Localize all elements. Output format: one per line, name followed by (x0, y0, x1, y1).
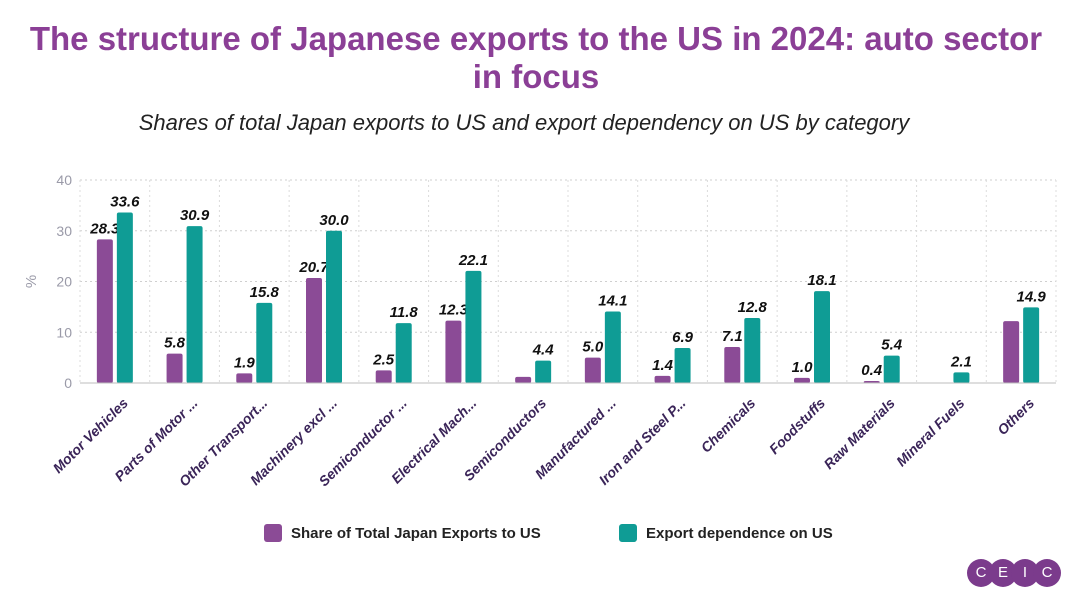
bar-share (445, 320, 462, 383)
chart-title-line-1: The structure of Japanese exports to the… (29, 20, 1043, 57)
bar-dependence (186, 226, 203, 383)
bar-dependence (814, 291, 830, 383)
y-tick-label: 30 (56, 223, 72, 239)
bar-share (306, 277, 322, 383)
data-label-dependence: 33.6 (110, 193, 140, 210)
y-axis-label: % (23, 275, 40, 288)
y-tick-label: 40 (56, 172, 72, 188)
bar-dependence (674, 347, 691, 383)
data-label-dependence: 12.8 (738, 299, 768, 316)
bar-dependence (604, 311, 621, 383)
bar-share (166, 353, 183, 383)
bar-dependence (326, 230, 342, 383)
bar-dependence (465, 270, 482, 383)
chart-legend: Share of Total Japan Exports to US Expor… (0, 524, 1072, 548)
data-label-dependence: 30.0 (319, 212, 349, 229)
bar-dependence (1023, 307, 1040, 383)
bar-share (654, 375, 671, 383)
bar-share (724, 346, 741, 383)
data-label-share: 0.4 (861, 362, 883, 379)
data-label-share: 2.5 (372, 351, 395, 368)
bar-chart: 0 10 20 30 40% 28.3 5.8 1.9 20.7 2.5 12.3 5.0 1.4 7.1… (23, 172, 1057, 490)
bar-dependence (535, 360, 552, 383)
bar-share (584, 357, 601, 383)
legend-item-dependence[interactable]: Export dependence on US (619, 524, 833, 542)
data-label-share: 5.8 (164, 335, 186, 352)
data-label-dependence: 18.1 (807, 272, 836, 289)
bar-share (794, 377, 810, 383)
bar-dependence (395, 323, 412, 383)
data-label-share: 1.0 (792, 359, 814, 376)
data-label-share: 1.4 (652, 357, 674, 374)
y-tick-label: 0 (64, 375, 72, 391)
y-tick-label: 20 (56, 274, 72, 290)
data-label-dependence: 11.8 (390, 304, 419, 321)
x-tick-label: Mineral Fuels (893, 395, 968, 470)
data-label-dependence: 2.1 (950, 353, 972, 370)
logo-letter: C (1033, 559, 1061, 587)
data-label-dependence: 5.4 (881, 337, 903, 354)
x-tick-label: Raw Materials (820, 395, 897, 472)
legend-label-share: Share of Total Japan Exports to US (291, 524, 541, 542)
bar-share (96, 239, 113, 383)
bar-dependence (953, 372, 970, 383)
data-label-share: 12.3 (439, 302, 469, 319)
bar-dependence (744, 318, 761, 383)
bar-dependence (256, 302, 273, 383)
data-label-dependence: 14.9 (1017, 288, 1047, 305)
legend-swatch-dependence (619, 524, 637, 542)
y-tick-label: 10 (56, 324, 72, 340)
bar-share (1003, 321, 1020, 383)
data-label-share: 7.1 (722, 328, 743, 345)
chart-subtitle: Shares of total Japan exports to US and … (138, 110, 910, 135)
x-tick-label: Others (994, 395, 1037, 438)
x-tick-label: Foodstuffs (766, 395, 828, 457)
chart-title: The structure of Japanese exports to the… (0, 20, 1072, 96)
bar-share (515, 376, 532, 383)
x-tick-label: Chemicals (698, 395, 759, 456)
bar-share (863, 380, 880, 383)
bar-dependence (116, 212, 133, 383)
data-label-share: 1.9 (234, 354, 256, 371)
bar-share (236, 373, 253, 383)
legend-item-share[interactable]: Share of Total Japan Exports to US (264, 524, 541, 542)
data-label-dependence: 6.9 (672, 329, 694, 346)
bar-dependence (883, 355, 900, 383)
ceic-logo: C E I C (967, 559, 1061, 587)
data-label-dependence: 15.8 (250, 284, 280, 301)
bar-share (375, 370, 392, 383)
data-label-dependence: 14.1 (598, 292, 627, 309)
data-label-dependence: 30.9 (180, 207, 210, 224)
data-label-share: 28.3 (89, 220, 120, 237)
data-label-share: 5.0 (582, 339, 604, 356)
chart-title-line-2: in focus (472, 58, 600, 95)
legend-label-dependence: Export dependence on US (646, 524, 833, 542)
data-label-dependence: 4.4 (532, 342, 555, 359)
data-label-share: 20.7 (298, 259, 329, 276)
data-label-dependence: 22.1 (458, 252, 488, 269)
legend-swatch-share (264, 524, 282, 542)
